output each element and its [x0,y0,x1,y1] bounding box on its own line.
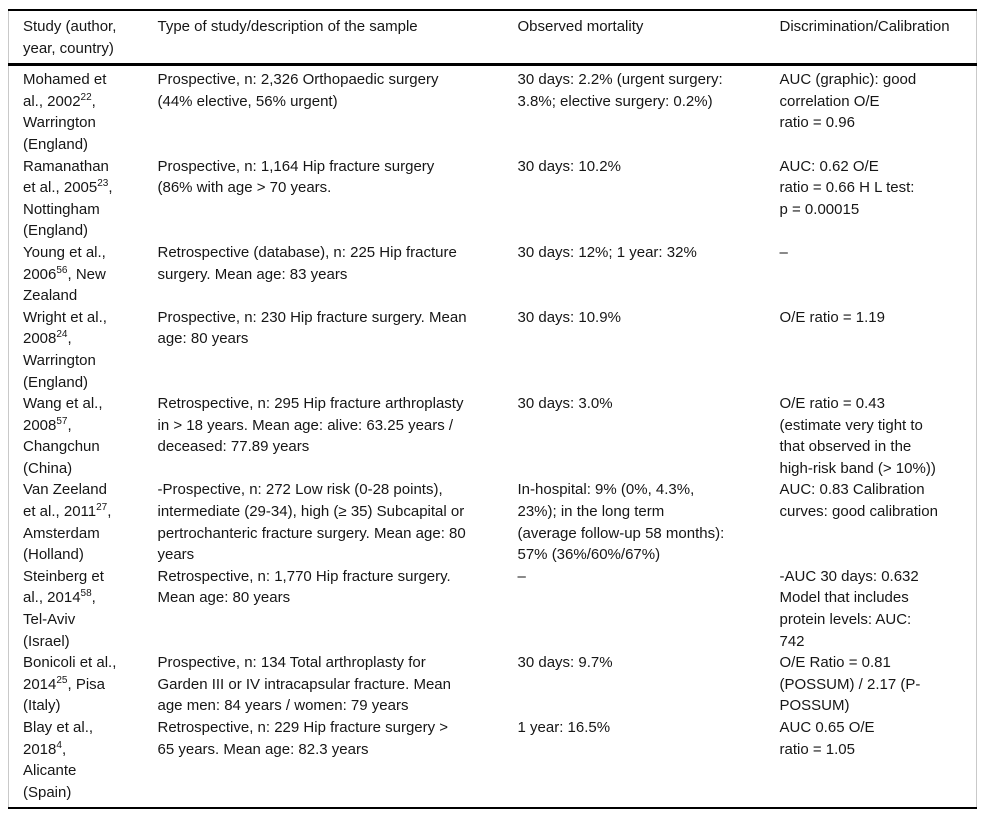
study-text-post: , Alicante (Spain) [23,740,77,801]
type-of-study-cell: Prospective, n: 2,326 Orthopaedic surger… [157,71,439,110]
discrimination-calibration-cell: O/E ratio = 1.19 [779,308,885,326]
table-row: Mohamed et al., 200222, Warrington (Engl… [9,65,977,156]
study-text-post: , Pisa (Italy) [23,675,106,715]
citation-superscript: 4 [56,739,62,751]
column-header-discrimination-calibration: Discrimination/Calibration [772,10,977,67]
discrimination-calibration-cell: – [779,243,788,261]
column-header-type-of-study: Type of study/description of the sample [150,10,511,67]
study-text-post: , Nottingham (England) [23,179,113,240]
study-cell: Van Zeeland et al., 201127, Amsterdam (H… [9,479,151,565]
column-header-observed-mortality: Observed mortality [510,10,773,67]
study-text: Van Zeeland et al., 2011 [23,481,107,521]
table-row: Steinberg et al., 201458, Tel-Aviv (Isra… [9,566,977,652]
type-of-study-cell: Retrospective, n: 229 Hip fracture surge… [157,719,449,758]
type-of-study-cell: Prospective, n: 230 Hip fracture surgery… [157,308,467,348]
type-of-study-cell: Retrospective, n: 1,770 Hip fracture sur… [157,567,451,607]
discrimination-calibration-cell: AUC: 0.62 O/E ratio = 0.66 H L test: p =… [779,157,915,218]
citation-superscript: 25 [56,674,68,686]
study-text-post: , New Zealand [23,265,106,305]
study-text-post: , Warrington (England) [23,92,96,153]
citation-superscript: 27 [96,502,108,514]
type-of-study-cell: Retrospective, n: 295 Hip fracture arthr… [157,395,464,456]
discrimination-calibration-cell: O/E Ratio = 0.81 (POSSUM) / 2.17 (P-POSS… [779,654,921,715]
study-cell: Young et al., 200656, New Zealand [9,242,151,307]
citation-superscript: 23 [97,178,109,190]
study-cell: Mohamed et al., 200222, Warrington (Engl… [9,65,151,156]
citation-superscript: 58 [80,588,92,600]
study-text: Bonicoli et al., 2014 [23,654,117,693]
citation-superscript: 22 [80,91,92,103]
study-text: Steinberg et al., 2014 [23,567,104,607]
observed-mortality-cell: 30 days: 10.2% [517,157,621,175]
citation-superscript: 24 [56,329,68,341]
study-text: Blay et al., 2018 [23,719,94,758]
observed-mortality-cell: 30 days: 3.0% [517,395,613,413]
type-of-study-cell: -Prospective, n: 272 Low risk (0-28 poin… [157,481,466,564]
observed-mortality-cell: 30 days: 12%; 1 year: 32% [517,243,697,261]
table-header-row: Study (author, year, country) Type of st… [8,10,977,67]
study-cell: Wang et al., 200857, Changchun (China) [9,393,151,479]
type-of-study-cell: Prospective, n: 1,164 Hip fracture surge… [157,157,435,197]
studies-table: Study (author, year, country) Type of st… [8,9,977,810]
type-of-study-cell: Prospective, n: 134 Total arthroplasty f… [157,654,451,715]
study-text: Wright et al., 2008 [23,308,107,348]
study-text: Young et al., 2006 [23,243,106,283]
table-row: Blay et al., 20184, Alicante (Spain) Ret… [9,717,977,808]
study-text-post: , Changchun (China) [23,416,100,477]
table-row: Ramanathan et al., 200523, Nottingham (E… [9,156,977,242]
discrimination-calibration-cell: O/E ratio = 0.43 (estimate very tight to… [779,395,936,477]
study-text: Ramanathan et al., 2005 [23,157,109,197]
study-cell: Ramanathan et al., 200523, Nottingham (E… [9,156,151,242]
study-cell: Blay et al., 20184, Alicante (Spain) [9,717,151,808]
study-cell: Wright et al., 200824, Warrington (Engla… [9,307,151,393]
study-text-post: , Tel-Aviv (Israel) [23,589,96,650]
citation-superscript: 56 [56,264,68,276]
observed-mortality-cell: 30 days: 9.7% [517,654,613,672]
observed-mortality-cell: 1 year: 16.5% [517,719,611,736]
study-text: Wang et al., 2008 [23,395,103,434]
observed-mortality-cell: – [517,567,526,585]
study-cell: Bonicoli et al., 201425, Pisa (Italy) [9,652,151,717]
table-row: Wang et al., 200857, Changchun (China) R… [9,393,977,479]
table-row: Bonicoli et al., 201425, Pisa (Italy) Pr… [9,652,977,717]
discrimination-calibration-cell: AUC (graphic): good correlation O/E rati… [779,71,917,132]
study-cell: Steinberg et al., 201458, Tel-Aviv (Isra… [9,566,151,652]
observed-mortality-cell: In-hospital: 9% (0%, 4.3%, 23%); in the … [517,481,725,564]
discrimination-calibration-cell: AUC: 0.83 Calibration curves: good calib… [779,481,938,521]
discrimination-calibration-cell: -AUC 30 days: 0.632 Model that includes … [779,567,919,650]
type-of-study-cell: Retrospective (database), n: 225 Hip fra… [157,243,457,283]
citation-superscript: 57 [56,415,68,427]
study-text-post: , Amsterdam (Holland) [23,503,112,564]
table-row: Young et al., 200656, New Zealand Retros… [9,242,977,307]
table-row: Van Zeeland et al., 201127, Amsterdam (H… [9,479,977,565]
table-row: Wright et al., 200824, Warrington (Engla… [9,307,977,393]
study-text: Mohamed et al., 2002 [23,71,107,110]
discrimination-calibration-cell: AUC 0.65 O/E ratio = 1.05 [779,719,875,758]
observed-mortality-cell: 30 days: 2.2% (urgent surgery: 3.8%; ele… [517,71,723,110]
column-header-study: Study (author, year, country) [8,10,151,67]
observed-mortality-cell: 30 days: 10.9% [517,308,621,326]
study-text-post: , Warrington (England) [23,330,96,391]
